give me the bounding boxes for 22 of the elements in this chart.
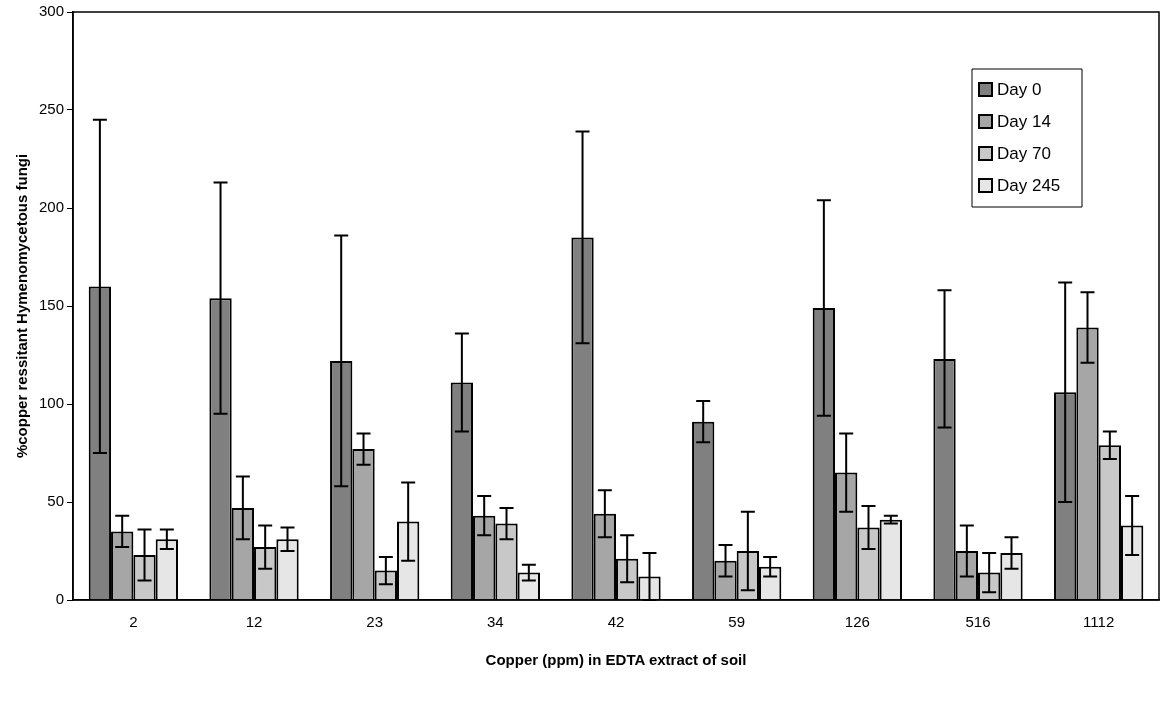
legend-label: Day 0: [997, 79, 1042, 99]
x-tick-label: 23: [366, 613, 384, 631]
y-tick-label: 0: [55, 590, 65, 608]
legend-label: Day 245: [997, 175, 1061, 195]
y-tick-label: 250: [39, 100, 65, 118]
legend-label: Day 14: [997, 111, 1051, 131]
x-tick-label: 1112: [1083, 613, 1115, 631]
y-tick-label: 300: [39, 2, 65, 20]
x-tick-label: 34: [487, 613, 504, 631]
y-tick-label: 50: [47, 492, 65, 510]
y-tick-label: 200: [39, 198, 65, 216]
x-tick-label: 126: [844, 613, 870, 631]
legend-label: Day 70: [997, 143, 1051, 163]
x-tick-label: 2: [129, 613, 138, 631]
x-axis-title: Copper (ppm) in EDTA extract of soil: [485, 651, 747, 669]
x-tick-label: 42: [607, 613, 625, 631]
y-tick-label: 100: [39, 394, 65, 412]
x-tick-label: 59: [728, 613, 746, 631]
x-tick-label: 516: [965, 613, 991, 631]
x-tick-label: 12: [245, 613, 263, 631]
y-tick-label: 150: [39, 296, 65, 314]
y-axis-title: %copper ressitant Hymenomycetous fungi: [13, 153, 31, 459]
